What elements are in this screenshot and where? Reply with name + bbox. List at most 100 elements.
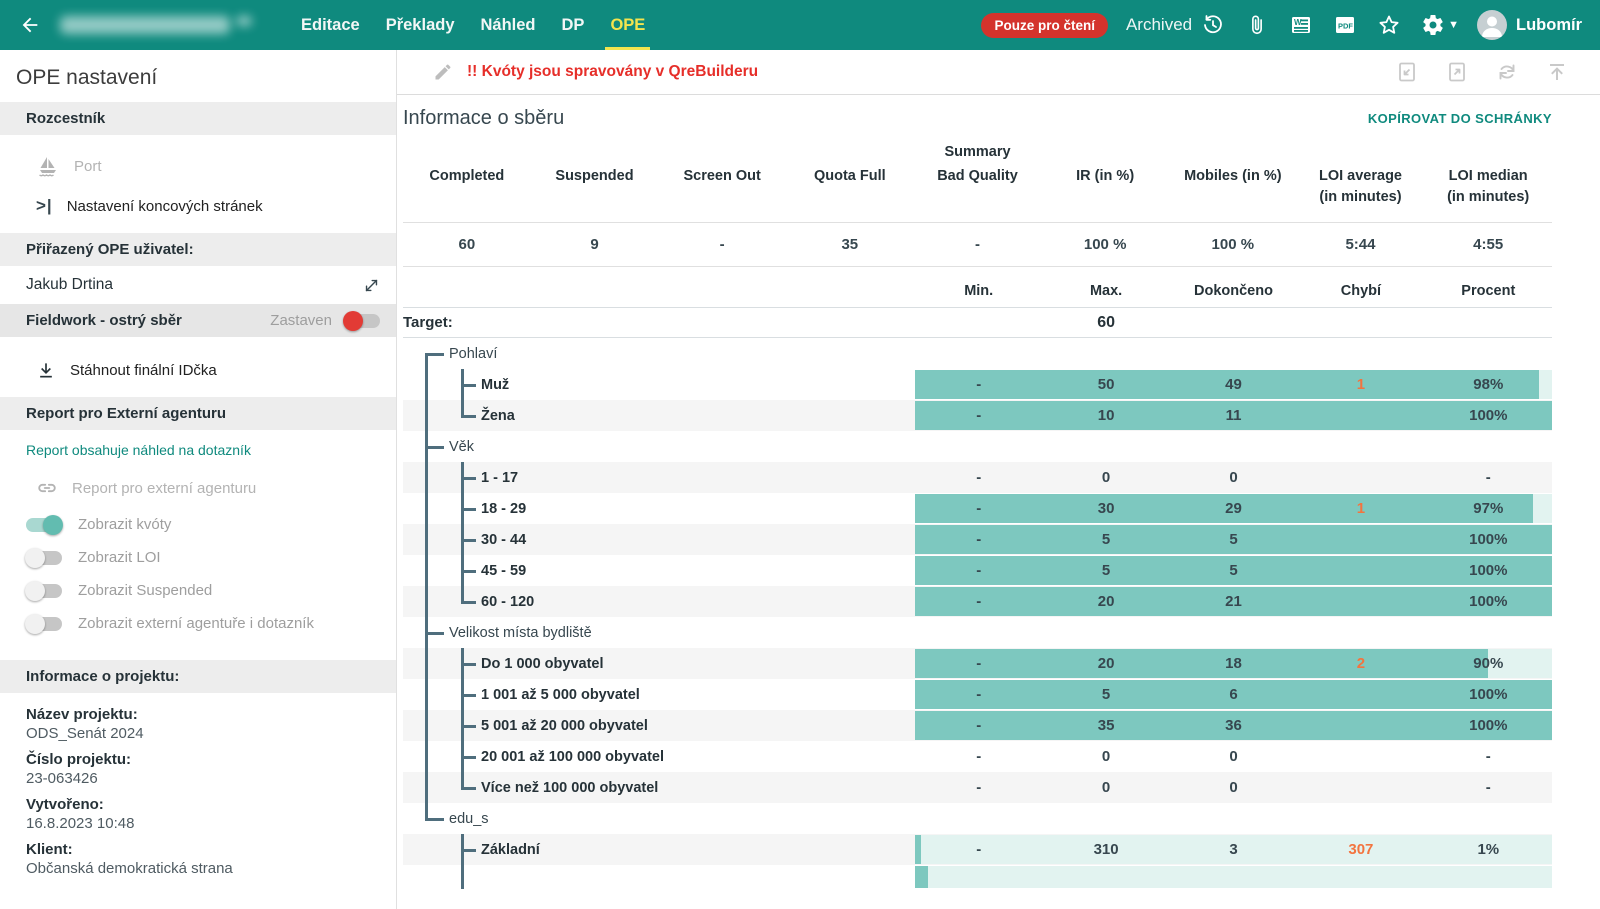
- unassign-icon[interactable]: [363, 277, 380, 294]
- nav-tab-ope[interactable]: OPE: [597, 0, 658, 50]
- quota-value-done: 29: [1225, 500, 1242, 518]
- sidebar-item-end-pages[interactable]: >| Nastavení koncových stránek: [0, 187, 396, 225]
- tree-tick: [461, 786, 476, 790]
- tree-connector: [461, 400, 464, 417]
- link-icon: [36, 477, 58, 499]
- quota-value-min: -: [976, 686, 982, 704]
- summary-value: 100 %: [1083, 236, 1127, 254]
- project-field-value: Občanská demokratická strana: [26, 860, 233, 877]
- toggle-switch[interactable]: [25, 580, 62, 601]
- sidebar-item-external-report-link[interactable]: Report pro externí agenturu: [0, 468, 396, 508]
- topbar: Editace Překlady Náhled DP OPE Pouze pro čte…: [0, 0, 1600, 50]
- user-menu[interactable]: Lubomír: [1477, 10, 1582, 40]
- topbar-nav: Editace Překlady Náhled DP OPE: [288, 0, 658, 50]
- quota-group-row: Věk: [403, 431, 1552, 463]
- project-field-0: Název projektu: ODS_Senát 2024: [0, 699, 396, 744]
- summary-value: -: [974, 236, 980, 254]
- paperclip-icon[interactable]: [1244, 12, 1270, 38]
- summary-column-header: LOI median (in minutes): [1447, 168, 1530, 206]
- toggle-switch[interactable]: [25, 547, 62, 568]
- tree-connector: [425, 803, 428, 820]
- quota-category-label: 60 - 120: [481, 593, 535, 610]
- quota-category-label: Do 1 000 obyvatel: [481, 655, 604, 672]
- quota-table: Min. Max. Dokončeno Chybí Procent Target: 60…: [403, 283, 1552, 890]
- project-field-label: Vytvořeno:: [26, 796, 104, 813]
- report-preview-link[interactable]: Report obsahuje náhled na dotazník: [26, 442, 251, 458]
- quota-value-missing: 2: [1356, 655, 1366, 673]
- quota-group-row: Pohlaví: [403, 338, 1552, 370]
- quota-progress-bar: [915, 370, 1552, 400]
- word-export-icon[interactable]: W: [1288, 12, 1314, 38]
- upload-top-icon[interactable]: [1544, 59, 1570, 85]
- tree-connector: [425, 679, 428, 711]
- quota-value-percent: 100%: [1469, 407, 1508, 425]
- assigned-user-row: Jakub Drtina: [0, 266, 396, 304]
- sidebar-item-label: Port: [74, 157, 102, 175]
- quota-value-done: 3: [1229, 841, 1238, 859]
- toggle-switch[interactable]: [25, 613, 62, 634]
- toggle-row-2[interactable]: Zobrazit Suspended: [0, 574, 396, 607]
- quota-value-percent: 98%: [1473, 376, 1504, 394]
- settings-menu[interactable]: ▼: [1420, 12, 1459, 38]
- target-row: Target: 60: [403, 307, 1552, 339]
- quota-row: 45 - 59 - 5 5 100%: [403, 555, 1552, 587]
- quota-value-max: 30: [1097, 500, 1115, 518]
- quota-category-label: Muž: [481, 376, 510, 393]
- quota-warning-text: !! Kvóty jsou spravovány v QreBuilderu: [467, 63, 759, 80]
- tree-tick: [461, 755, 476, 759]
- quota-progress-bar: [915, 401, 1552, 431]
- history-restore-icon[interactable]: [1200, 12, 1226, 38]
- quota-row: 30 - 44 - 5 5 100%: [403, 524, 1552, 556]
- copy-to-clipboard-link[interactable]: KOPÍROVAT DO SCHRÁNKY: [1367, 111, 1552, 126]
- archived-status: Archived: [1126, 12, 1226, 38]
- tree-tick: [461, 476, 476, 480]
- archived-label: Archived: [1125, 15, 1193, 34]
- section-header-assigned-user: Přiřazený OPE uživatel:: [0, 233, 396, 266]
- back-button[interactable]: [10, 5, 50, 45]
- tree-connector: [425, 648, 428, 680]
- nav-tab-editace[interactable]: Editace: [301, 15, 360, 34]
- sidebar-item-port[interactable]: Port: [0, 145, 396, 187]
- nav-tab-překlady[interactable]: Překlady: [385, 15, 455, 34]
- quota-value-max: 20: [1097, 655, 1115, 673]
- main-panel: !! Kvóty jsou spravovány v QreBuilderu: [397, 50, 1600, 909]
- fieldwork-label: Fieldwork - ostrý sběr: [26, 312, 182, 329]
- tree-tick: [461, 538, 476, 542]
- quota-value-min: -: [976, 500, 982, 518]
- nav-tab-náhled[interactable]: Náhled: [480, 15, 536, 34]
- page-title: Informace o sběru: [403, 107, 565, 129]
- quota-value-percent: 97%: [1473, 500, 1504, 518]
- import-file-icon[interactable]: [1394, 59, 1420, 85]
- main-header: !! Kvóty jsou spravovány v QreBuilderu: [397, 50, 1600, 95]
- toggle-row-1[interactable]: Zobrazit LOI: [0, 541, 396, 574]
- quota-value-done: 5: [1229, 562, 1238, 580]
- quota-value-done: 6: [1229, 686, 1238, 704]
- quota-value-min: -: [976, 376, 982, 394]
- quota-rows: Pohlaví Muž -50 49 1 98% Žena -10 11 100% Věk 1 - 1…: [403, 338, 1552, 890]
- favorite-star-icon[interactable]: [1376, 12, 1402, 38]
- summary-value: 60: [458, 236, 476, 254]
- sidebar-item-download-ids[interactable]: Stáhnout finální IDčka: [0, 351, 396, 389]
- quota-value-max: 50: [1097, 376, 1115, 394]
- quota-progress-bar: [915, 866, 1552, 889]
- toggle-row-3[interactable]: Zobrazit externí agentuře i dotazník: [0, 607, 396, 640]
- chevron-down-icon: ▼: [1448, 19, 1459, 31]
- toggle-row-0[interactable]: Zobrazit kvóty: [0, 508, 396, 541]
- target-label: Target:: [403, 314, 453, 332]
- quota-value-min: -: [976, 593, 982, 611]
- read-only-badge: Pouze pro čtení: [981, 12, 1108, 38]
- refresh-icon[interactable]: [1494, 59, 1520, 85]
- summary-column-header: Screen Out: [683, 168, 761, 184]
- quota-row: 20 001 až 100 000 obyvatel - 0 0 -: [403, 741, 1552, 773]
- tree-connector: [425, 524, 428, 556]
- tree-connector: [461, 865, 464, 890]
- assigned-user-name: Jakub Drtina: [26, 276, 114, 293]
- export-file-icon[interactable]: [1444, 59, 1470, 85]
- pdf-export-icon[interactable]: PDF: [1332, 12, 1358, 38]
- quota-value-min: -: [976, 717, 982, 735]
- quota-column-header: Max.: [1089, 283, 1123, 300]
- quota-row: Základní - 310 3 307 1%: [403, 834, 1552, 866]
- nav-tab-dp[interactable]: DP: [561, 15, 585, 34]
- fieldwork-toggle[interactable]: [343, 310, 380, 331]
- toggle-switch[interactable]: [26, 514, 63, 535]
